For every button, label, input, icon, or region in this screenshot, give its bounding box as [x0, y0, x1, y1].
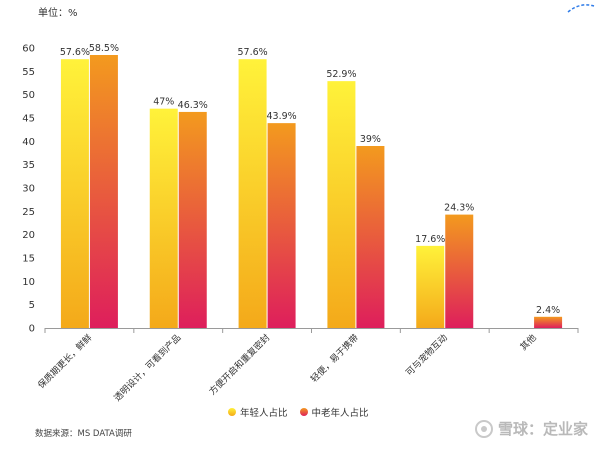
y-tick-label: 25: [22, 207, 35, 218]
bar-old-1: [178, 111, 207, 328]
x-category-label: 保质期更长，鲜鲜: [35, 332, 94, 391]
bar-young-2: [238, 59, 267, 328]
legend-swatch-old: [299, 408, 308, 416]
y-tick-label: 40: [22, 137, 35, 148]
bar-young-3: [327, 81, 356, 328]
watermark-text: 雪球：定业家: [497, 420, 588, 438]
corner-decoration-icon: [567, 4, 595, 13]
y-tick-label: 50: [22, 90, 35, 101]
bar-old-4: [445, 214, 474, 328]
data-source: 数据来源：MS DATA调研: [35, 429, 132, 439]
data-label-young-4: 17.6%: [415, 234, 445, 245]
data-label-old-4: 24.3%: [444, 203, 474, 214]
bar-old-0: [89, 55, 118, 328]
y-tick-label: 15: [22, 254, 35, 265]
data-label-young-0: 57.6%: [60, 47, 90, 58]
legend-label-young: 年轻人占比: [240, 408, 288, 419]
legend-swatch-young: [228, 408, 236, 416]
unit-label: 单位：%: [38, 8, 78, 19]
legend-item-young: 年轻人占比: [228, 405, 288, 419]
bar-old-2: [267, 123, 296, 328]
x-category-label: 可与宠物互动: [403, 332, 450, 379]
y-tick-label: 30: [22, 184, 35, 195]
y-tick-label: 0: [29, 324, 35, 335]
legend-item-old: 中老年人占比: [299, 405, 369, 419]
y-tick-label: 55: [22, 67, 35, 78]
x-category-label: 轻便，易于携带: [308, 332, 361, 385]
y-tick-label: 20: [22, 230, 35, 241]
data-label-young-2: 57.6%: [237, 47, 267, 58]
data-label-old-0: 58.5%: [89, 43, 119, 54]
x-category-label: 透明设计，可看到产品: [111, 332, 183, 404]
y-tick-label: 45: [22, 114, 35, 125]
snowball-icon: [474, 419, 493, 438]
chart-legend: 年轻人占比 中老年人占比: [228, 405, 369, 419]
watermark: 雪球：定业家: [474, 418, 588, 439]
data-label-young-3: 52.9%: [326, 69, 356, 80]
y-tick-label: 60: [22, 44, 35, 55]
data-label-old-5: 2.4%: [536, 305, 560, 316]
y-tick-label: 10: [22, 277, 35, 288]
x-category-label: 方便开启和重复密封: [206, 332, 272, 398]
data-label-old-1: 46.3%: [178, 100, 208, 111]
y-tick-label: 5: [29, 300, 35, 311]
bar-old-5: [534, 316, 563, 328]
data-label-old-3: 39%: [360, 134, 381, 145]
y-tick-label: 35: [22, 160, 35, 171]
bar-young-1: [149, 108, 178, 329]
legend-label-old: 中老年人占比: [311, 408, 369, 419]
data-label-old-2: 43.9%: [266, 111, 296, 122]
data-label-young-1: 47%: [153, 97, 174, 108]
bar-young-0: [60, 59, 89, 328]
bar-young-4: [416, 245, 445, 328]
x-category-label: 其他: [517, 332, 538, 353]
bar-old-3: [356, 146, 385, 328]
